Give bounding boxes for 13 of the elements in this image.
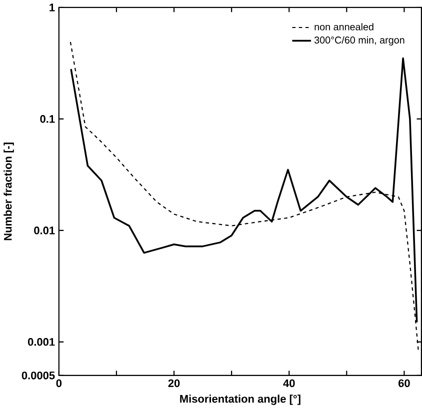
x-tick-label: 0 — [56, 380, 62, 388]
x-tick-label: 20 — [168, 380, 180, 388]
y-tick-label: 1 — [50, 4, 55, 12]
legend-label: 300°C/60 min, argon — [314, 36, 404, 46]
y-tick-label: 0.1 — [40, 115, 55, 124]
x-tick-label: 40 — [283, 380, 295, 388]
x-axis-title: Misorientation angle [°] — [180, 394, 300, 406]
y-axis-title: Number fraction [-] — [4, 142, 14, 240]
x-tick-label: 60 — [398, 380, 410, 388]
y-tick-label: 0.01 — [34, 226, 55, 234]
legend-label: non annealed — [314, 23, 374, 31]
y-tick-label: 0.001 — [28, 338, 55, 346]
y-tick-label: 0.0005 — [22, 372, 55, 380]
